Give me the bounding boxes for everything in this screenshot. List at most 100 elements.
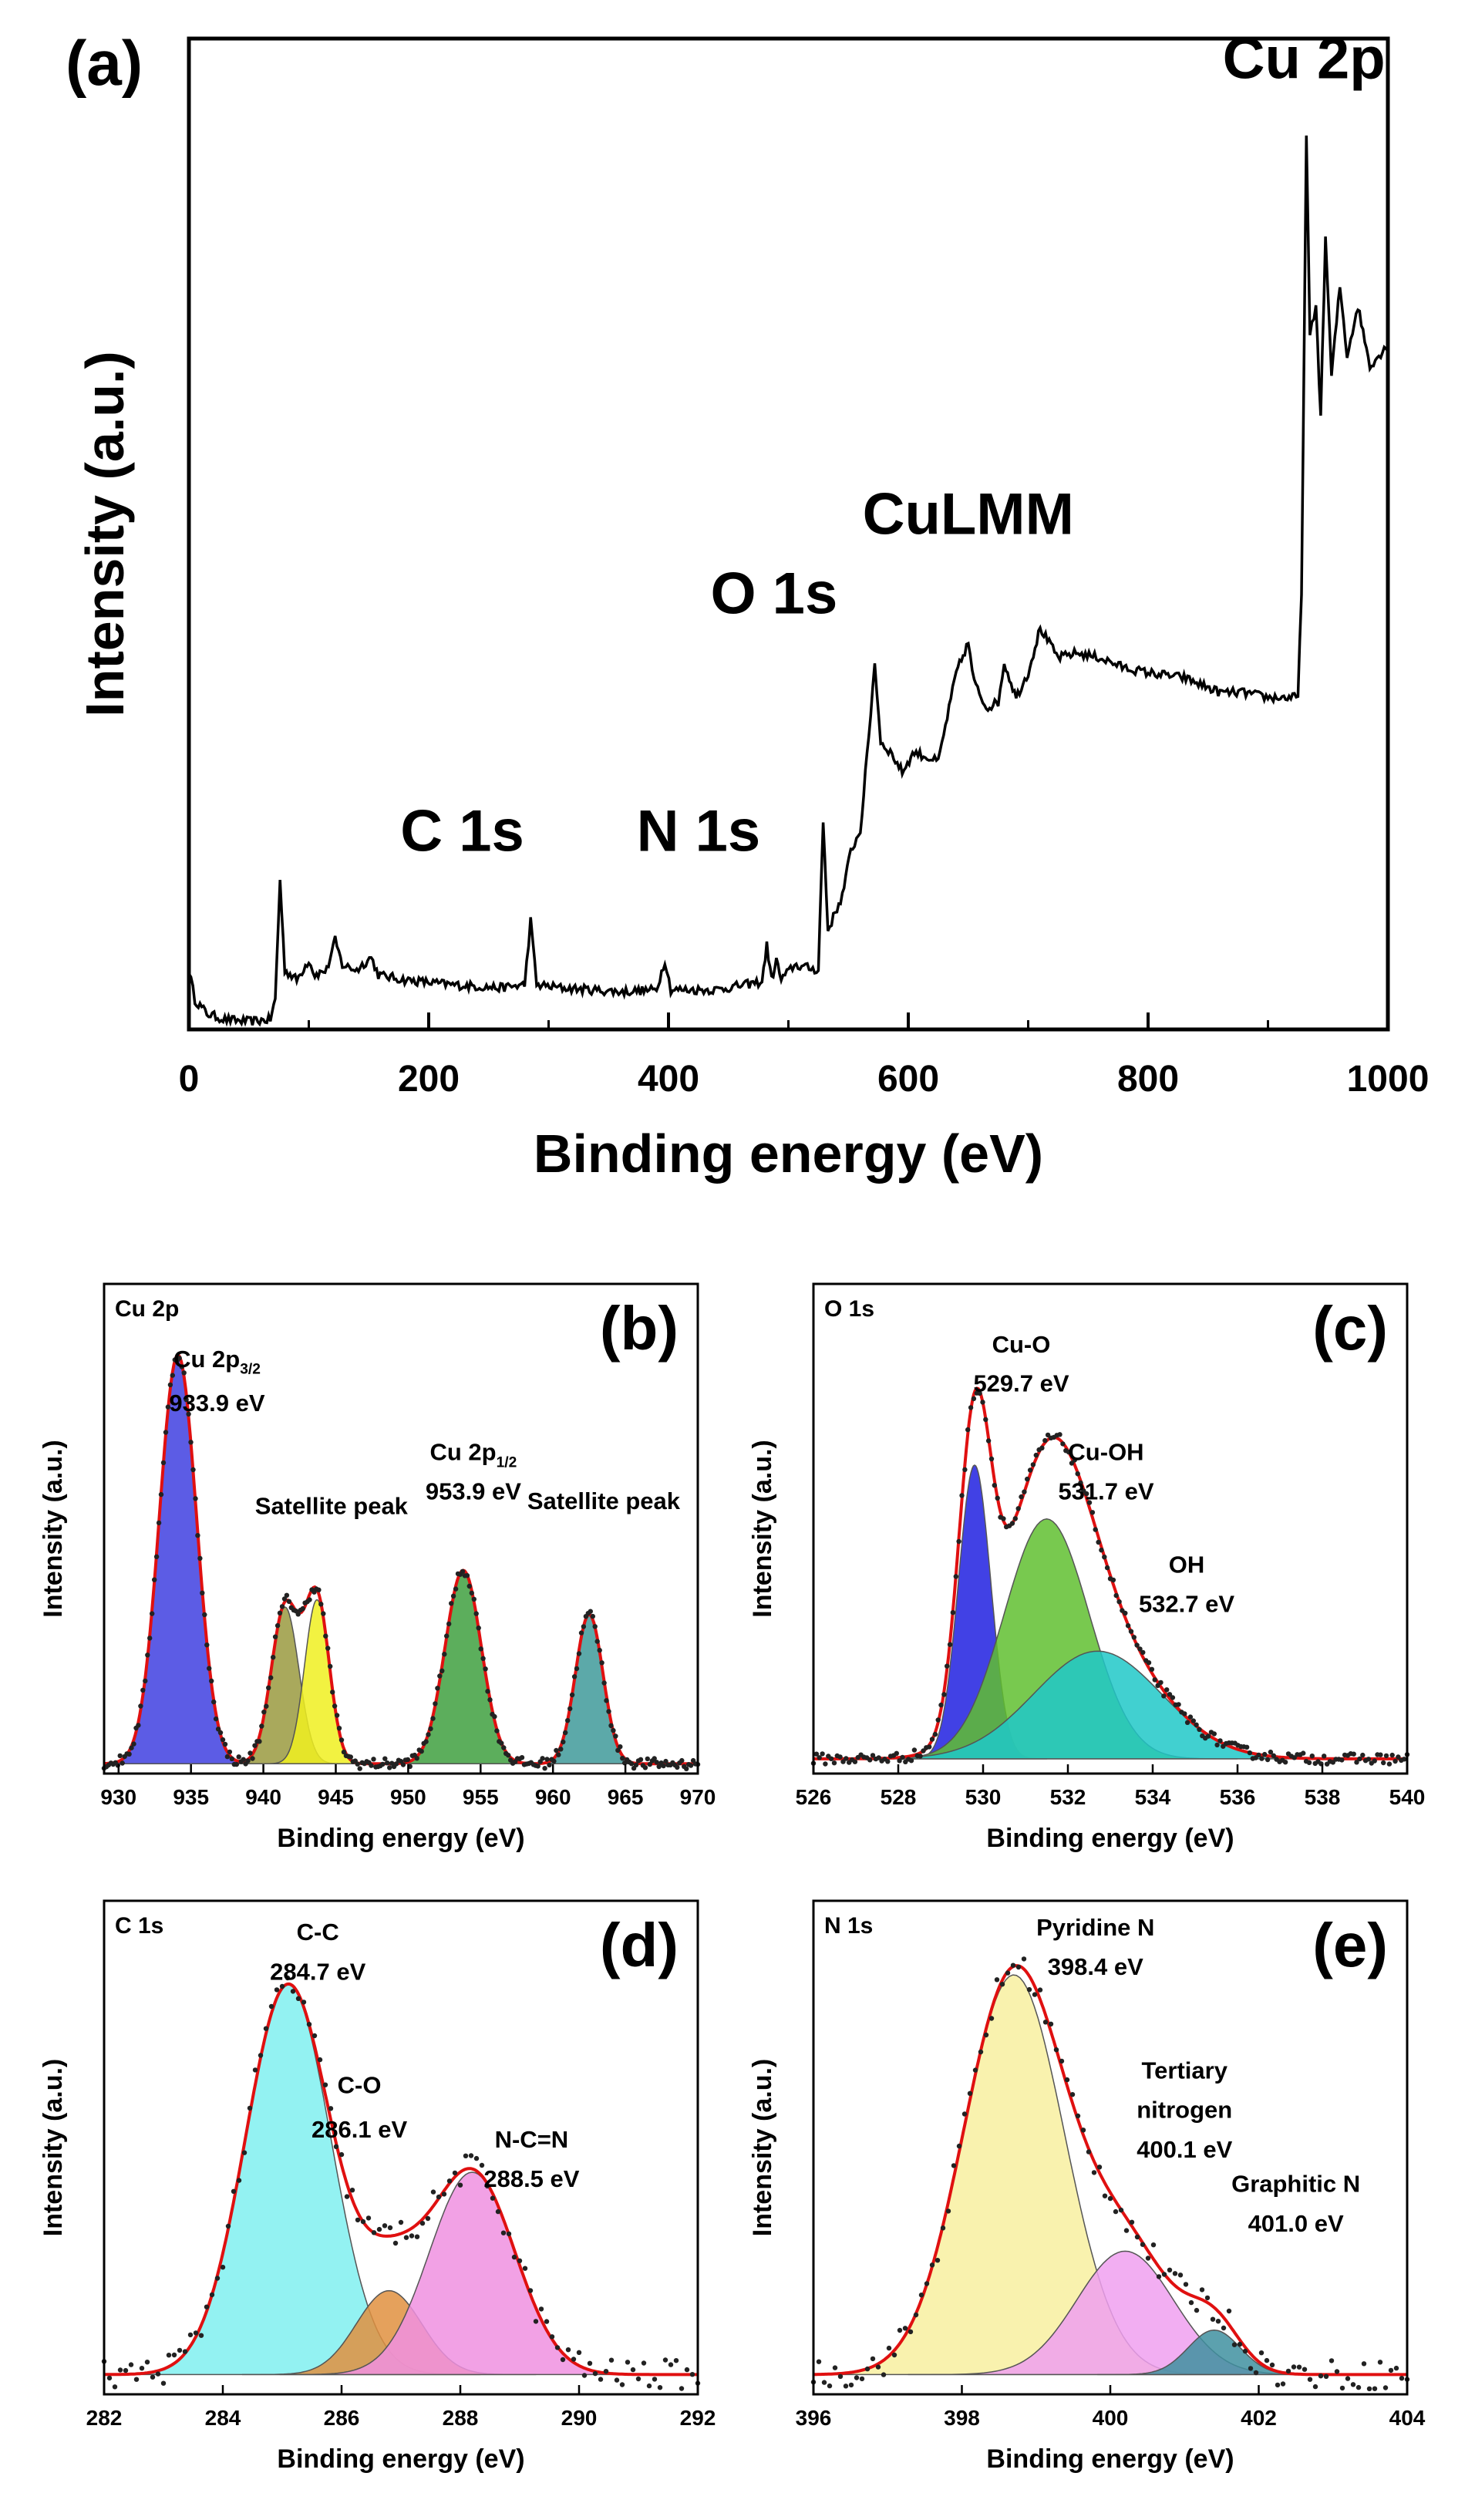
data-point: [654, 1760, 659, 1765]
data-point: [483, 1666, 488, 1672]
data-point: [1388, 2367, 1394, 2373]
data-point: [1096, 2165, 1103, 2170]
data-point: [935, 1717, 941, 1723]
panel-c: 526 528 530 532 534 536 538 540 Binding energy (…: [748, 1282, 1425, 1853]
panel-b: 930 935 940 945 950 955 960 965 970 Binding energ…: [39, 1282, 716, 1853]
x-tick-label: 1000: [1347, 1059, 1430, 1100]
data-point: [1113, 1592, 1119, 1599]
data-point: [476, 1626, 481, 1631]
data-point: [897, 2327, 903, 2333]
x-axis-label: Binding energy (eV): [277, 1824, 524, 1853]
data-point: [929, 1737, 935, 1742]
data-point: [179, 1364, 184, 1369]
data-point: [484, 2183, 490, 2189]
data-point: [870, 1753, 876, 1758]
data-point: [257, 1739, 262, 1744]
data-point: [1048, 2021, 1054, 2026]
data-point: [425, 2215, 431, 2222]
data-point: [821, 2380, 827, 2385]
data-point: [1231, 2342, 1238, 2347]
peak-annotation: O 1s: [710, 561, 837, 626]
data-point: [1205, 1733, 1211, 1739]
data-point: [446, 1621, 452, 1627]
x-tick-label: 400: [1093, 2406, 1129, 2430]
data-point: [117, 1753, 123, 1759]
data-point: [1010, 1962, 1016, 1968]
data-point: [1080, 2128, 1086, 2133]
data-point: [485, 1689, 490, 1694]
data-point: [995, 1495, 1000, 1501]
data-point: [598, 2377, 604, 2382]
data-point: [608, 1723, 614, 1728]
data-point: [1057, 1432, 1062, 1437]
data-point: [999, 1982, 1005, 1987]
data-point: [468, 2153, 474, 2158]
peak-annotation: C-C: [297, 1919, 339, 1946]
data-point: [285, 1975, 291, 1981]
data-point: [247, 2105, 253, 2111]
peak-annotation: 532.7 eV: [1139, 1590, 1234, 1617]
data-point: [1285, 2368, 1291, 2374]
data-point: [1021, 1956, 1027, 1962]
data-point: [490, 2195, 496, 2201]
data-point: [1291, 2364, 1297, 2370]
data-point: [633, 1762, 639, 1767]
data-point: [139, 2366, 145, 2371]
data-point: [357, 1766, 362, 1771]
data-point: [150, 1611, 155, 1616]
data-point: [195, 1533, 200, 1538]
x-tick-label: 950: [390, 1785, 426, 1809]
data-point: [945, 1663, 950, 1669]
data-point: [663, 1758, 668, 1764]
data-point: [171, 2352, 177, 2358]
data-point: [1265, 1757, 1271, 1763]
data-point: [1172, 2271, 1178, 2276]
data-point: [211, 1699, 217, 1705]
peak-annotation: Cu 2p1/2: [429, 1439, 517, 1471]
data-point: [1152, 1677, 1157, 1683]
data-point: [336, 1726, 342, 1731]
data-point: [436, 2194, 442, 2200]
data-point: [158, 1491, 164, 1498]
data-point: [571, 2357, 577, 2362]
data-point: [1125, 1623, 1131, 1629]
data-point: [193, 2330, 199, 2336]
data-point: [1381, 1760, 1386, 1766]
data-point: [1019, 1494, 1024, 1500]
data-point: [1158, 1679, 1163, 1686]
data-point: [150, 2374, 156, 2380]
data-point: [576, 1651, 582, 1656]
data-point: [1372, 1758, 1377, 1764]
data-point: [338, 1737, 345, 1743]
data-point: [645, 1756, 650, 1762]
data-point: [840, 1759, 846, 1764]
data-point: [457, 2182, 463, 2188]
data-point: [1102, 2193, 1108, 2198]
data-point: [1134, 1642, 1140, 1648]
data-point: [248, 1750, 253, 1756]
data-point: [689, 2372, 695, 2377]
data-point: [1194, 1722, 1199, 1727]
axes-frame-b: [103, 1282, 699, 1775]
peak-annotation: Pyridine N: [1036, 1914, 1154, 1941]
data-point: [376, 2226, 382, 2232]
data-point: [994, 1977, 1000, 1983]
peak-annotation: Cu-O: [992, 1331, 1051, 1358]
data-point: [252, 2067, 258, 2073]
data-point: [817, 1755, 822, 1760]
data-point: [323, 1633, 328, 1639]
data-point: [1199, 2287, 1205, 2293]
data-point: [209, 1678, 214, 1684]
peak-annotation: 284.7 eV: [270, 1958, 365, 1985]
data-point: [938, 1702, 944, 1708]
x-axis-label: Binding energy (eV): [986, 1824, 1234, 1853]
data-point: [587, 2360, 593, 2366]
data-point: [1190, 1718, 1197, 1723]
data-point: [392, 2240, 399, 2246]
data-point: [574, 1666, 580, 1672]
data-point: [511, 2254, 517, 2260]
data-point: [940, 2225, 946, 2231]
x-tick-label: 0: [179, 1059, 200, 1100]
data-point: [875, 2364, 881, 2370]
data-point: [885, 1759, 891, 1764]
